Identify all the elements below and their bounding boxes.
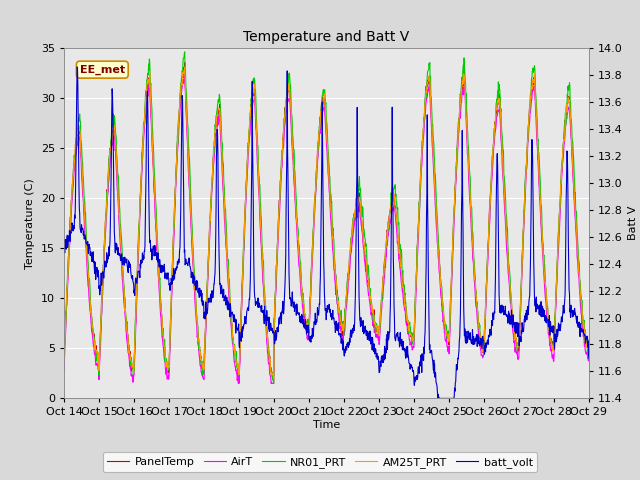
AM25T_PRT xyxy=(177,90,184,96)
Y-axis label: Temperature (C): Temperature (C) xyxy=(26,178,35,269)
PanelTemp xyxy=(585,348,593,353)
NR01_PRT xyxy=(236,348,244,354)
AM25T_PRT xyxy=(60,359,68,364)
AirT xyxy=(236,381,243,386)
batt_volt xyxy=(585,356,593,361)
NR01_PRT xyxy=(524,147,531,153)
Line: PanelTemp: PanelTemp xyxy=(64,63,589,378)
NR01_PRT xyxy=(177,81,184,87)
PanelTemp xyxy=(236,336,244,342)
batt_volt xyxy=(477,336,484,341)
Legend: PanelTemp, AirT, NR01_PRT, AM25T_PRT, batt_volt: PanelTemp, AirT, NR01_PRT, AM25T_PRT, ba… xyxy=(102,452,538,472)
AirT xyxy=(181,72,189,78)
PanelTemp xyxy=(181,60,189,66)
AM25T_PRT xyxy=(164,363,172,369)
NR01_PRT xyxy=(181,49,189,55)
Line: NR01_PRT: NR01_PRT xyxy=(64,52,589,384)
batt_volt xyxy=(434,396,442,401)
batt_volt xyxy=(164,275,172,281)
NR01_PRT xyxy=(164,363,172,369)
PanelTemp xyxy=(236,375,243,381)
batt_volt xyxy=(408,365,416,371)
NR01_PRT xyxy=(270,381,278,386)
PanelTemp xyxy=(524,147,531,153)
X-axis label: Time: Time xyxy=(313,420,340,430)
batt_volt xyxy=(524,312,531,318)
AirT xyxy=(585,358,593,363)
AM25T_PRT xyxy=(524,148,531,154)
AirT xyxy=(236,348,244,354)
batt_volt xyxy=(236,329,244,335)
NR01_PRT xyxy=(408,338,416,344)
Line: AirT: AirT xyxy=(64,75,589,384)
AirT xyxy=(60,369,68,374)
NR01_PRT xyxy=(477,335,484,341)
Text: EE_met: EE_met xyxy=(80,64,125,75)
AM25T_PRT xyxy=(585,346,593,352)
batt_volt xyxy=(74,64,81,70)
AirT xyxy=(524,156,531,162)
AM25T_PRT xyxy=(236,352,244,358)
PanelTemp xyxy=(477,336,484,342)
Title: Temperature and Batt V: Temperature and Batt V xyxy=(243,30,410,44)
NR01_PRT xyxy=(60,351,68,357)
Y-axis label: Batt V: Batt V xyxy=(628,206,638,240)
AirT xyxy=(177,100,184,106)
PanelTemp xyxy=(177,91,184,97)
PanelTemp xyxy=(60,359,68,364)
Line: batt_volt: batt_volt xyxy=(64,67,589,398)
AM25T_PRT xyxy=(408,334,416,340)
AirT xyxy=(164,376,172,382)
Line: AM25T_PRT: AM25T_PRT xyxy=(64,67,589,379)
AM25T_PRT xyxy=(270,376,278,382)
batt_volt xyxy=(60,248,68,253)
AirT xyxy=(477,347,484,353)
batt_volt xyxy=(177,176,185,182)
PanelTemp xyxy=(408,340,416,346)
PanelTemp xyxy=(164,367,172,372)
AirT xyxy=(408,347,416,353)
AM25T_PRT xyxy=(181,64,189,70)
NR01_PRT xyxy=(585,347,593,352)
AM25T_PRT xyxy=(477,334,484,339)
